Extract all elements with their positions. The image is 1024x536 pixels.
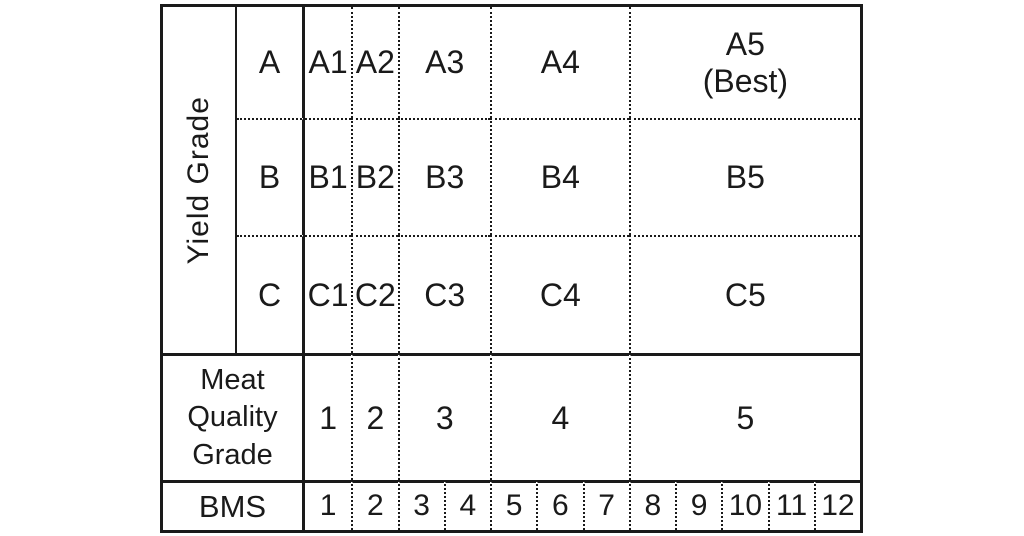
grade-cell-a2: A2	[351, 7, 397, 118]
grade-cell-b5: B5	[628, 118, 860, 235]
grade-cell-c5: C5	[628, 235, 860, 353]
yield-grade-b-label: B	[237, 118, 305, 235]
grade-cell-c2: C2	[351, 235, 398, 353]
bms-value-5: 5	[490, 480, 537, 530]
grade-cell-b4: B4	[490, 118, 629, 235]
bms-value-12: 12	[813, 480, 860, 530]
meat-quality-label-line1: Meat	[200, 364, 265, 397]
quality-value-3: 3	[397, 353, 490, 480]
meat-quality-label-line2: Quality	[187, 401, 278, 434]
grade-cell-b3: B3	[397, 118, 490, 235]
bms-value-10: 10	[721, 480, 768, 530]
quality-value-5: 5	[628, 353, 860, 480]
grade-cell-a1: A1	[308, 44, 348, 81]
grading-table: Yield Grade A A1 A2 A3 A4 A5 (Best) B B1…	[160, 4, 863, 533]
grade-cell-c4: C4	[490, 235, 629, 353]
grade-cell-a5: A5 (Best)	[628, 7, 860, 118]
yield-grade-axis-cell: Yield Grade	[163, 7, 237, 353]
yield-grade-c-label: C	[237, 235, 305, 353]
yield-grade-axis-label: Yield Grade	[181, 95, 215, 265]
bms-value-9: 9	[675, 480, 722, 530]
quality-value-4: 4	[490, 353, 629, 480]
bms-value-6: 6	[536, 480, 583, 530]
grade-cell-b2: B2	[351, 118, 398, 235]
yield-grade-a-label: A	[237, 7, 305, 118]
quality-value-2: 2	[351, 353, 398, 480]
grade-cell-a3: A3	[397, 7, 491, 118]
bms-value-1: 1	[305, 480, 352, 530]
grade-cell-c1: C1	[305, 235, 352, 353]
grade-cell-b1: B1	[305, 118, 352, 235]
bms-label: BMS	[163, 480, 305, 530]
meat-quality-grade-label: Meat Quality Grade	[163, 353, 305, 480]
bms-value-11: 11	[767, 480, 814, 530]
bms-value-8: 8	[628, 480, 675, 530]
meat-quality-label-line3: Grade	[192, 438, 273, 471]
grade-cell-a5-label: A5	[725, 25, 765, 62]
quality-value-1: 1	[305, 353, 352, 480]
bms-value-4: 4	[443, 480, 490, 530]
bms-value-7: 7	[582, 480, 629, 530]
bms-value-2: 2	[351, 480, 398, 530]
grade-cell-a4: A4	[490, 7, 629, 118]
bms-value-3: 3	[397, 480, 444, 530]
grade-cell-c3: C3	[397, 235, 490, 353]
grade-cell-a5-note: (Best)	[702, 62, 789, 99]
